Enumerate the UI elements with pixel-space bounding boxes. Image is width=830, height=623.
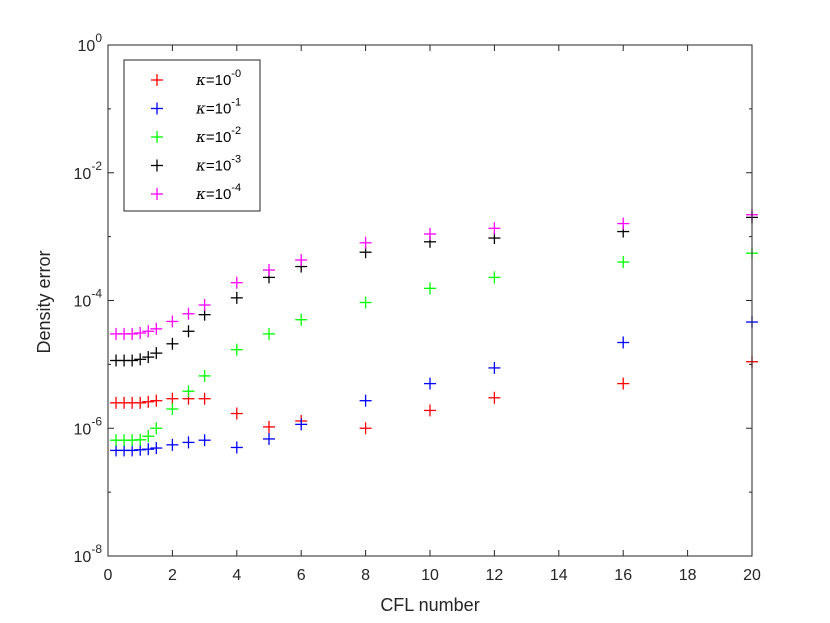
y-tick-label: 10-6 — [74, 414, 103, 438]
y-tick-label: 10-2 — [74, 159, 103, 183]
legend-marker — [151, 159, 163, 172]
series-4 — [110, 211, 758, 367]
data-point — [142, 430, 155, 443]
data-point — [150, 442, 163, 455]
x-tick-label: 20 — [743, 567, 761, 584]
legend-entry: κ=10-4 — [151, 182, 241, 203]
data-point — [617, 377, 630, 390]
legend-label: κ=10-1 — [195, 97, 241, 118]
x-tick-label: 16 — [614, 567, 632, 584]
data-point — [150, 347, 163, 360]
legend-entry: κ=10-3 — [151, 154, 241, 175]
x-axis-title: CFL number — [380, 595, 479, 615]
series-3 — [110, 247, 758, 447]
data-point — [617, 256, 630, 269]
legend-marker — [151, 131, 163, 143]
legend-marker — [151, 102, 163, 115]
legend-entry: κ=10-0 — [151, 68, 241, 89]
x-tick-label: 12 — [486, 567, 504, 584]
data-point — [150, 322, 163, 335]
legend-marker — [151, 188, 163, 200]
data-point — [263, 327, 275, 340]
y-tick-label: 100 — [78, 31, 103, 55]
data-point — [166, 438, 179, 451]
data-point — [359, 236, 372, 249]
data-point — [359, 296, 372, 309]
data-point — [198, 299, 211, 312]
x-tick-label: 18 — [679, 567, 697, 584]
legend-label: κ=10-3 — [195, 154, 241, 175]
legend-entry: κ=10-2 — [151, 125, 241, 146]
data-point — [359, 394, 372, 407]
data-point — [359, 422, 372, 435]
data-point — [424, 377, 436, 390]
data-point — [150, 394, 163, 407]
data-point — [230, 291, 243, 304]
data-point — [263, 420, 275, 433]
data-point — [142, 325, 155, 338]
data-point — [166, 315, 179, 328]
data-point — [198, 392, 211, 405]
legend: κ=10-0 κ=10-1 κ=10-2 κ=10-3 κ=10-4 — [123, 59, 261, 212]
legend-entry: κ=10-1 — [151, 97, 241, 118]
data-point — [424, 282, 436, 295]
x-tick-label: 8 — [361, 567, 370, 584]
data-point — [182, 325, 195, 338]
data-point — [150, 422, 163, 435]
legend-box — [123, 59, 261, 212]
legend-label: κ=10-2 — [195, 125, 241, 146]
data-point — [424, 227, 436, 240]
data-point — [230, 441, 243, 454]
data-point — [134, 396, 147, 409]
series-1 — [110, 355, 758, 435]
data-point — [198, 434, 211, 447]
data-point — [295, 254, 308, 267]
data-point — [166, 392, 179, 405]
data-point — [488, 361, 501, 374]
data-point — [230, 343, 243, 356]
data-point — [126, 354, 139, 367]
x-tick-label: 14 — [550, 567, 568, 584]
data-point — [134, 326, 147, 339]
data-point — [263, 432, 275, 445]
data-point — [166, 403, 179, 416]
data-point — [142, 351, 155, 364]
data-markers — [110, 208, 758, 457]
data-point — [295, 313, 308, 326]
x-tick-label: 6 — [297, 567, 306, 584]
data-point — [182, 307, 195, 320]
x-tick-label: 2 — [168, 567, 177, 584]
data-point — [230, 276, 243, 289]
y-tick-label: 10-4 — [74, 287, 103, 311]
data-point — [617, 217, 630, 230]
data-point — [198, 369, 211, 382]
data-point — [134, 433, 147, 446]
x-tick-label: 0 — [104, 567, 113, 584]
data-point — [230, 407, 243, 420]
data-point — [488, 391, 501, 404]
data-point — [488, 271, 501, 284]
data-point — [126, 327, 139, 340]
data-point — [166, 337, 179, 350]
x-tick-label: 4 — [232, 567, 241, 584]
data-point — [295, 418, 308, 431]
data-point — [142, 443, 155, 456]
legend-label: κ=10-0 — [195, 68, 241, 89]
data-point — [182, 385, 195, 398]
data-point — [263, 264, 275, 277]
data-point — [424, 404, 436, 417]
data-point — [617, 336, 630, 349]
data-point — [134, 353, 147, 366]
y-tick-label: 10-8 — [74, 542, 103, 566]
x-tick-label: 10 — [421, 567, 439, 584]
y-axis-title: Density error — [34, 250, 54, 353]
legend-marker — [151, 74, 163, 86]
data-point — [182, 436, 195, 449]
legend-label: κ=10-4 — [195, 182, 241, 203]
data-point — [488, 222, 501, 235]
data-point — [142, 395, 155, 408]
axes: 0 2 4 6 8 10 12 14 16 18 20 10-8 10-6 10-4 10-2 100 — [74, 31, 761, 584]
